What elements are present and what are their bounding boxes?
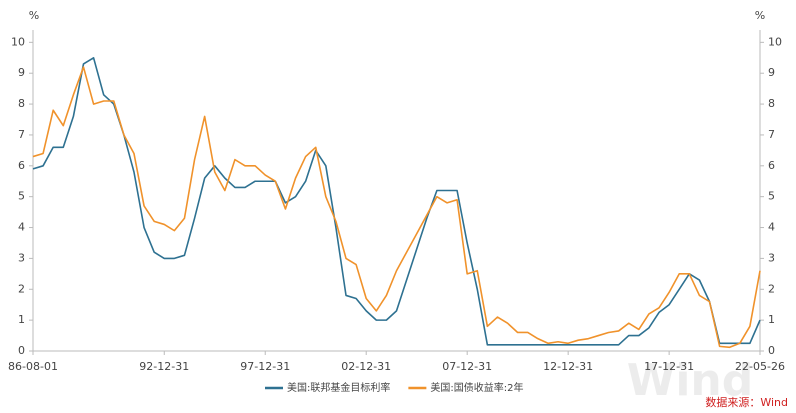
y-tick-label: 10 xyxy=(11,35,25,48)
legend-label: 美国:联邦基金目标利率 xyxy=(287,381,390,394)
x-tick-label: 86-08-01 xyxy=(8,360,58,373)
y-tick-label: 9 xyxy=(18,66,25,79)
y-tick-label: 2 xyxy=(18,282,25,295)
y-tick-label: 5 xyxy=(768,190,775,203)
y-tick-label: 1 xyxy=(768,313,775,326)
line-series xyxy=(32,56,761,346)
y-tick-label: 9 xyxy=(768,66,775,79)
x-tick-label: 02-12-31 xyxy=(341,360,391,373)
y-tick-label: 4 xyxy=(18,221,25,234)
y-tick-label: 0 xyxy=(18,344,25,357)
y-tick-label: 8 xyxy=(768,97,775,110)
y-tick-label: 2 xyxy=(768,282,775,295)
line-series xyxy=(32,66,761,349)
source: 数据来源：Wind xyxy=(705,395,788,409)
y-tick-label: 7 xyxy=(768,128,775,141)
y-unit-left: % xyxy=(29,9,39,22)
x-tick-label: 12-12-31 xyxy=(543,360,593,373)
y-tick-label: 7 xyxy=(18,128,25,141)
watermark: Wind xyxy=(627,355,753,406)
x-tick-label: 97-12-31 xyxy=(240,360,290,373)
y-tick-label: 1 xyxy=(18,313,25,326)
y-tick-label: 3 xyxy=(18,251,25,264)
y-tick-label: 3 xyxy=(768,251,775,264)
y-tick-label: 4 xyxy=(768,221,775,234)
y-tick-label: 8 xyxy=(18,97,25,110)
y-tick-label: 10 xyxy=(768,35,782,48)
x-tick-label: 92-12-31 xyxy=(139,360,189,373)
y-unit-right: % xyxy=(755,9,765,22)
x-tick-label: 07-12-31 xyxy=(442,360,492,373)
x-tick-label: 22-05-26 xyxy=(735,360,785,373)
y-tick-label: 0 xyxy=(768,344,775,357)
y-tick-label: 5 xyxy=(18,190,25,203)
x-tick-label: 17-12-31 xyxy=(644,360,694,373)
y-tick-label: 6 xyxy=(18,159,25,172)
y-tick-label: 6 xyxy=(768,159,775,172)
legend-label: 美国:国债收益率:2年 xyxy=(430,381,523,394)
